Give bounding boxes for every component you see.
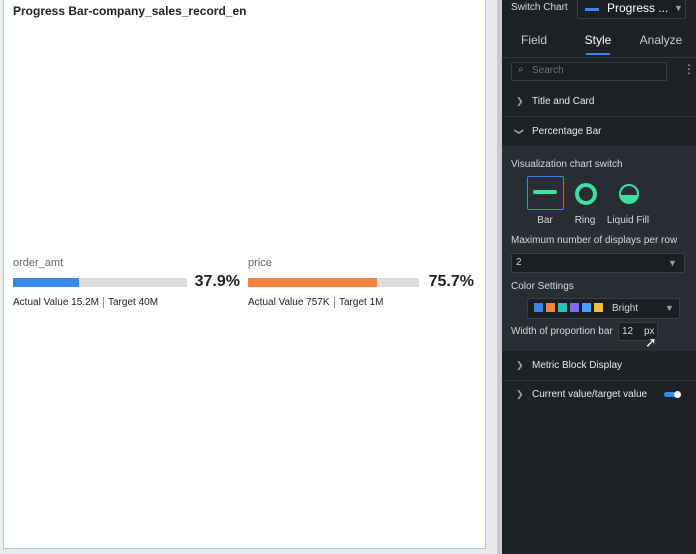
chart-icon — [585, 8, 599, 11]
chart-name[interactable]: Progress ... — [607, 1, 669, 15]
ring-icon[interactable] — [575, 183, 597, 205]
tab[interactable]: Field — [520, 33, 548, 47]
section-title[interactable]: Percentage Bar — [532, 126, 602, 137]
search-box[interactable] — [511, 62, 667, 81]
chart-option[interactable]: Ring — [574, 215, 596, 226]
collapse-icon: ❯ — [516, 360, 524, 370]
section-row — [502, 380, 696, 381]
chart-option[interactable]: Liquid Fill — [606, 215, 650, 226]
section-title[interactable]: Current value/target value — [532, 389, 648, 400]
actual-value: Actual Value 15.2M — [13, 297, 99, 308]
target-value: Target 1M — [334, 297, 383, 308]
cursor: ➚ — [645, 334, 657, 350]
collapse-icon: ❯ — [514, 127, 525, 136]
width-value[interactable]: 12 — [622, 326, 634, 337]
target-value: Target 40M — [103, 297, 158, 308]
width-unit: px — [644, 326, 655, 337]
section-row — [502, 116, 696, 117]
actual-value: Actual Value 757K — [248, 297, 330, 308]
field-label: Visualization chart switch — [511, 159, 623, 170]
collapse-icon: ❯ — [516, 96, 524, 106]
tab-underline — [586, 53, 610, 55]
swatches — [534, 303, 603, 312]
bar-fill — [248, 278, 378, 287]
percent: 37.9% — [194, 273, 240, 290]
dropdown-arrow: ▼ — [665, 303, 674, 313]
dropdown-arrow: ▼ — [668, 258, 677, 268]
select[interactable] — [511, 253, 685, 273]
more-menu[interactable]: ⋮ — [683, 62, 695, 76]
chart-select[interactable] — [577, 0, 686, 19]
card-title: Progress Bar-company_sales_record_en — [13, 4, 247, 18]
section-title[interactable]: Title and Card — [532, 96, 595, 107]
toggle-knob — [674, 391, 681, 398]
option-box[interactable] — [527, 176, 564, 210]
field-label: Maximum number of displays per row — [511, 235, 678, 246]
select-value[interactable]: 2 — [516, 257, 522, 268]
palette-name[interactable]: Bright — [612, 303, 639, 314]
tab[interactable]: Analyze — [639, 33, 683, 47]
field-label: Width of proportion bar — [511, 326, 613, 337]
divider — [502, 57, 696, 58]
field-label: Color Settings — [511, 281, 574, 292]
metric-name: order_amt — [13, 257, 64, 269]
section-title[interactable]: Metric Block Display — [532, 360, 623, 371]
tab[interactable]: Style — [584, 33, 612, 47]
dropdown-arrow: ▼ — [674, 3, 683, 13]
search-icon: ⌕ — [518, 64, 524, 75]
liquid-icon[interactable] — [619, 184, 639, 204]
scrollbar — [497, 0, 502, 554]
card — [3, 0, 486, 549]
width-input[interactable] — [618, 322, 658, 341]
percent: 75.7% — [428, 273, 474, 290]
toggle[interactable] — [664, 392, 680, 397]
bar-icon — [533, 190, 557, 194]
metric-name: price — [248, 257, 272, 269]
switch-label: Switch Chart — [511, 2, 568, 13]
bar-track — [13, 278, 187, 287]
search-placeholder[interactable]: Search — [532, 65, 564, 76]
collapse-icon: ❯ — [516, 389, 524, 399]
bar-fill — [13, 278, 79, 287]
chart-option[interactable]: Bar — [537, 215, 553, 226]
